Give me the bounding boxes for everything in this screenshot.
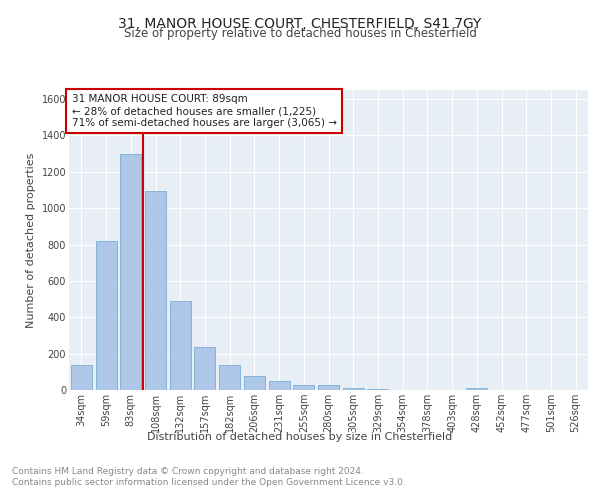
Bar bbox=[269, 382, 290, 390]
Bar bbox=[120, 154, 141, 390]
Text: 31 MANOR HOUSE COURT: 89sqm
← 28% of detached houses are smaller (1,225)
71% of : 31 MANOR HOUSE COURT: 89sqm ← 28% of det… bbox=[71, 94, 337, 128]
Bar bbox=[244, 376, 265, 390]
Bar bbox=[219, 366, 240, 390]
Text: Contains HM Land Registry data © Crown copyright and database right 2024.
Contai: Contains HM Land Registry data © Crown c… bbox=[12, 468, 406, 487]
Text: Size of property relative to detached houses in Chesterfield: Size of property relative to detached ho… bbox=[124, 28, 476, 40]
Bar bbox=[71, 364, 92, 390]
Text: 31, MANOR HOUSE COURT, CHESTERFIELD, S41 7GY: 31, MANOR HOUSE COURT, CHESTERFIELD, S41… bbox=[118, 18, 482, 32]
Bar bbox=[318, 386, 339, 390]
Bar bbox=[95, 241, 116, 390]
Bar bbox=[343, 388, 364, 390]
Y-axis label: Number of detached properties: Number of detached properties bbox=[26, 152, 36, 328]
Bar bbox=[466, 388, 487, 390]
Bar bbox=[145, 191, 166, 390]
Bar bbox=[194, 348, 215, 390]
Bar bbox=[367, 389, 388, 390]
Text: Distribution of detached houses by size in Chesterfield: Distribution of detached houses by size … bbox=[148, 432, 452, 442]
Bar bbox=[170, 301, 191, 390]
Bar bbox=[293, 384, 314, 390]
